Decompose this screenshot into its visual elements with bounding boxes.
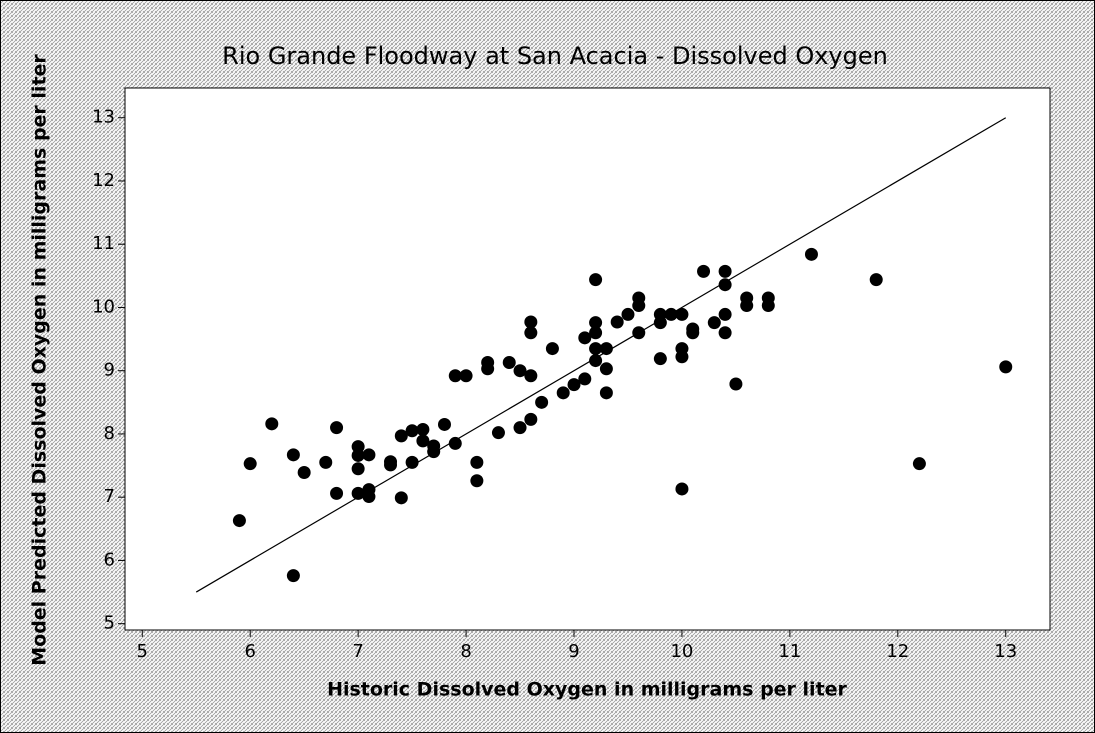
point	[664, 307, 678, 321]
point	[632, 299, 646, 313]
point	[621, 307, 635, 321]
y-tick-label: 13	[92, 107, 115, 128]
point	[362, 448, 376, 462]
point	[589, 316, 603, 330]
point	[362, 490, 376, 504]
point	[632, 326, 646, 340]
point	[675, 350, 689, 364]
chart-title: Rio Grande Floodway at San Acacia - Diss…	[222, 42, 888, 70]
point	[416, 434, 430, 448]
point	[740, 299, 754, 313]
point	[535, 395, 549, 409]
point	[351, 448, 365, 462]
x-tick-label: 12	[886, 641, 909, 662]
point	[232, 514, 246, 528]
x-tick-label: 8	[460, 641, 471, 662]
x-tick-label: 13	[994, 641, 1017, 662]
point	[394, 429, 408, 443]
x-tick-label: 9	[568, 641, 579, 662]
y-tick-label: 12	[92, 170, 115, 191]
point	[999, 360, 1013, 374]
point	[470, 474, 484, 488]
point	[653, 316, 667, 330]
point	[384, 455, 398, 469]
point	[675, 482, 689, 496]
y-tick-label: 5	[104, 613, 115, 634]
point	[697, 264, 711, 278]
x-axis-label: Historic Dissolved Oxygen in milligrams …	[327, 679, 847, 701]
point	[718, 278, 732, 292]
point	[470, 455, 484, 469]
point	[599, 342, 613, 356]
point	[545, 342, 559, 356]
point	[481, 362, 495, 376]
point	[405, 424, 419, 438]
point	[804, 247, 818, 261]
point	[319, 455, 333, 469]
point	[599, 362, 613, 376]
point	[718, 264, 732, 278]
point	[912, 457, 926, 471]
y-tick-label: 6	[104, 549, 115, 570]
point	[589, 342, 603, 356]
point	[524, 315, 538, 329]
y-tick-label: 9	[104, 360, 115, 381]
point	[459, 369, 473, 383]
point	[448, 436, 462, 450]
point	[589, 326, 603, 340]
point	[567, 378, 581, 392]
point	[416, 423, 430, 437]
point	[437, 417, 451, 431]
point	[686, 326, 700, 340]
point	[330, 421, 344, 435]
plot-area	[124, 87, 1051, 631]
point	[610, 315, 624, 329]
point	[286, 569, 300, 583]
point	[286, 448, 300, 462]
point	[491, 426, 505, 440]
point	[524, 369, 538, 383]
point	[394, 491, 408, 505]
point	[502, 355, 516, 369]
y-tick-label: 10	[92, 296, 115, 317]
y-tick-label: 8	[104, 423, 115, 444]
point	[351, 462, 365, 476]
point	[351, 486, 365, 500]
point	[556, 386, 570, 400]
x-tick-label: 7	[352, 641, 363, 662]
point	[718, 307, 732, 321]
point	[524, 326, 538, 340]
point	[578, 372, 592, 386]
point	[330, 486, 344, 500]
x-tick-label: 5	[137, 641, 148, 662]
point	[729, 377, 743, 391]
point	[761, 299, 775, 313]
x-tick-label: 11	[778, 641, 801, 662]
point	[448, 369, 462, 383]
y-tick-label: 11	[92, 233, 115, 254]
point	[589, 354, 603, 368]
x-tick-label: 6	[244, 641, 255, 662]
x-tick-label: 10	[670, 641, 693, 662]
point	[589, 273, 603, 287]
point	[599, 386, 613, 400]
point	[578, 331, 592, 345]
reference-line	[195, 117, 1007, 593]
point	[243, 457, 257, 471]
point	[427, 445, 441, 459]
y-axis-label: Model Predicted Dissolved Oxygen in mill…	[29, 54, 51, 666]
point	[405, 455, 419, 469]
point	[675, 307, 689, 321]
point	[513, 421, 527, 435]
point	[869, 273, 883, 287]
point	[524, 412, 538, 426]
y-tick-label: 7	[104, 486, 115, 507]
point	[707, 316, 721, 330]
point	[718, 326, 732, 340]
point	[297, 466, 311, 480]
point	[265, 417, 279, 431]
point	[653, 352, 667, 366]
point	[513, 364, 527, 378]
